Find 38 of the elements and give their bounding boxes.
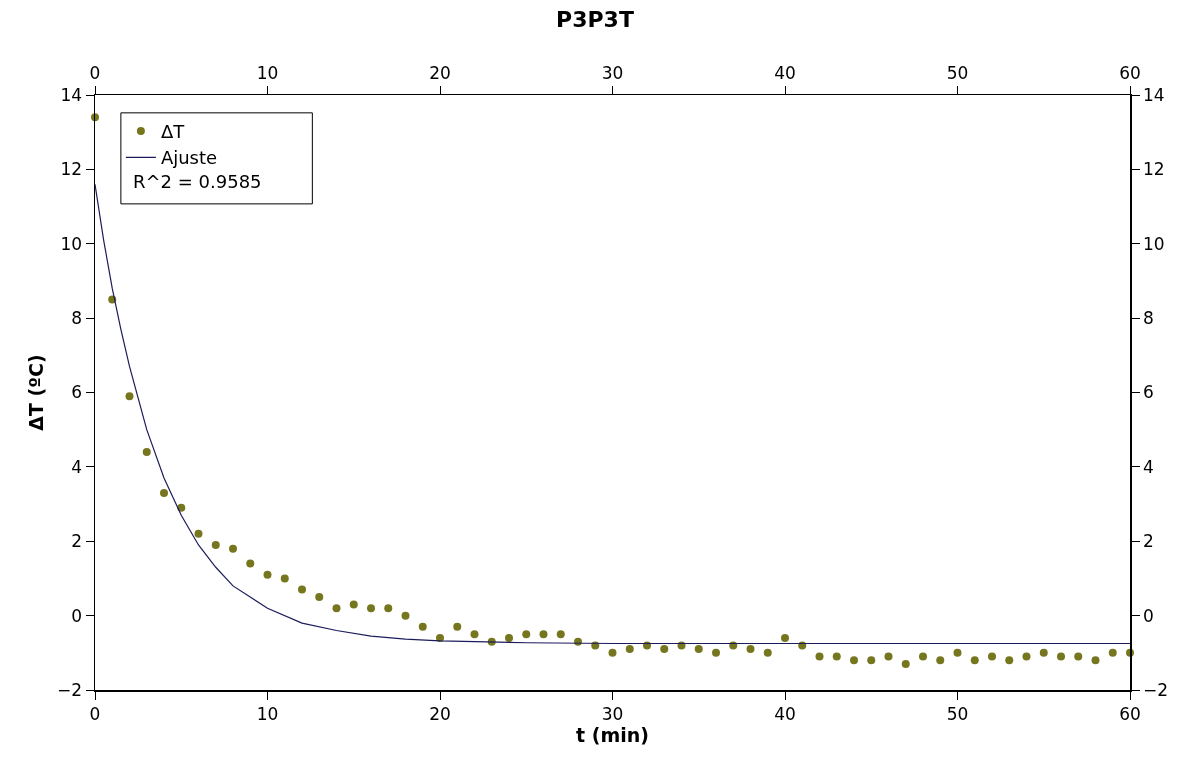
- x-tick-label: 20: [429, 62, 451, 83]
- x2-tick-label: 10: [256, 703, 279, 724]
- x2-tick-label: 20: [429, 703, 451, 724]
- x-axis-title: t (min): [576, 724, 649, 747]
- y2-tick-label: −2: [1142, 679, 1168, 700]
- y-tick-label: −2: [57, 679, 83, 700]
- y2-tick-label: 14: [1142, 84, 1165, 105]
- x-tick-label: 40: [774, 62, 796, 83]
- x2-tick-label: 60: [1119, 703, 1141, 724]
- y-tick-label: 0: [71, 605, 83, 626]
- legend-label: ΔT: [160, 121, 186, 143]
- y2-tick-label: 10: [1142, 233, 1165, 254]
- legend-label: Ajuste: [160, 147, 218, 169]
- y2-tick-label: 4: [1142, 456, 1154, 477]
- chart-title: P3P3T: [556, 6, 634, 32]
- y2-tick-label: 0: [1142, 605, 1154, 626]
- x2-tick-label: 40: [774, 703, 796, 724]
- x-tick-label: 50: [946, 62, 969, 83]
- x-tick-label: 30: [601, 62, 624, 83]
- y-tick-label: 2: [71, 531, 83, 552]
- annotation: R^2 = 0.9585: [133, 171, 262, 192]
- y-tick-label: 4: [71, 456, 83, 477]
- y-tick-label: 14: [60, 84, 83, 105]
- x-tick-label: 0: [89, 62, 101, 83]
- y-tick-label: 10: [60, 233, 83, 254]
- x-tick-label: 60: [1119, 62, 1141, 83]
- y2-tick-label: 12: [1142, 159, 1165, 180]
- x2-tick-label: 30: [601, 703, 624, 724]
- x-tick-label: 10: [256, 62, 279, 83]
- y-tick-label: 12: [60, 159, 83, 180]
- y-tick-label: 6: [71, 382, 83, 403]
- y2-tick-label: 2: [1142, 531, 1154, 552]
- y-axis-title: ΔT (ºC): [25, 354, 48, 431]
- y-tick-label: 8: [71, 308, 83, 329]
- x2-tick-label: 50: [946, 703, 969, 724]
- x2-tick-label: 0: [89, 703, 101, 724]
- y2-tick-label: 8: [1142, 308, 1154, 329]
- y2-tick-label: 6: [1142, 382, 1154, 403]
